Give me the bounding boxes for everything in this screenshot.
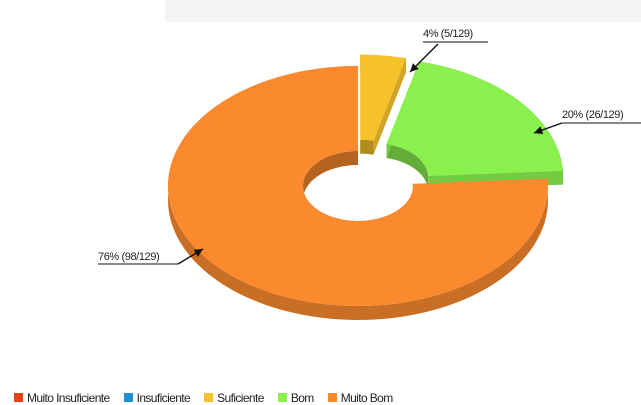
- legend-label-muito-bom: Muito Bom: [340, 390, 394, 405]
- legend-swatch-bom: [277, 393, 287, 402]
- data-label-bom: 20% (26/129): [562, 109, 623, 121]
- header-strip: [0, 0, 165, 22]
- chart-legend: Muito Insuficiente Insuficiente Suficiente…: [14, 390, 407, 405]
- legend-swatch-insuficiente: [123, 393, 133, 402]
- slice-inner-bom: [386, 143, 429, 190]
- slice-edge-suficiente-1: [373, 58, 407, 155]
- label-arrow-muito-bom: [177, 248, 204, 265]
- legend-swatch-muito-insuficiente: [14, 393, 23, 402]
- legend-item-muito-insuficiente: Muito Insuficiente: [14, 391, 110, 405]
- slice-inner-suficiente: [360, 139, 374, 155]
- label-arrow-suficiente: [409, 43, 439, 73]
- data-label-muito-bom: 76% (98/129): [98, 251, 159, 263]
- legend-label-bom: Bom: [290, 390, 314, 405]
- label-arrow-bom: [533, 122, 563, 135]
- legend-label-muito-insuficiente: Muito Insuficiente: [27, 390, 110, 405]
- legend-item-muito-bom: Muito Bom: [327, 390, 394, 405]
- legend-label-insuficiente: Insuficiente: [136, 390, 191, 405]
- legend-swatch-suficiente: [204, 393, 214, 402]
- legend-item-insuficiente: Insuficiente: [123, 390, 191, 405]
- slice-bom: [386, 61, 564, 176]
- legend-swatch-muito-bom: [327, 393, 337, 402]
- slice-tops: [168, 54, 564, 306]
- legend-label-suficiente: Suficiente: [217, 390, 264, 405]
- data-label-suficiente: 4% (5/129): [423, 28, 473, 40]
- slice-suficiente: [360, 54, 407, 141]
- slice-muito-bom: [168, 66, 548, 306]
- legend-item-bom: Bom: [277, 390, 314, 405]
- legend-item-suficiente: Suficiente: [204, 391, 264, 405]
